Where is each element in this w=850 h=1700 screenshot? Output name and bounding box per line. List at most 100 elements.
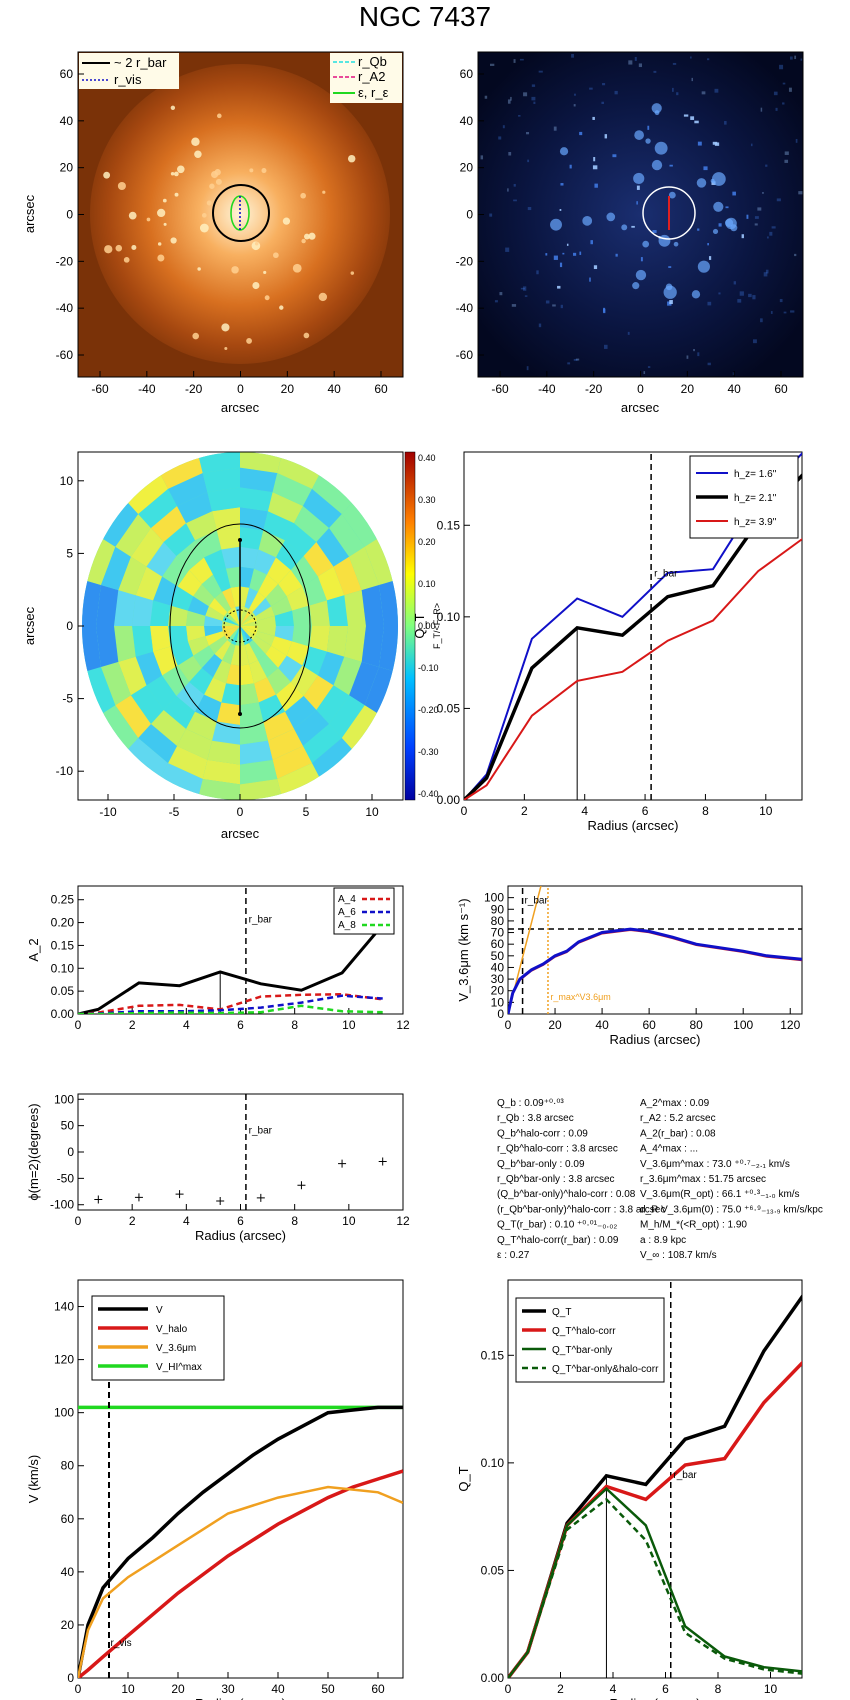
spot	[642, 240, 650, 248]
y-tick-label: 0.10	[437, 610, 461, 624]
map-cell	[265, 583, 287, 607]
param-text: r_Qb^halo-corr : 3.8 arcsec	[497, 1144, 618, 1155]
legend-label: V_3.6μm	[156, 1343, 196, 1354]
data-point	[175, 1190, 184, 1199]
map-cell	[130, 527, 164, 567]
spot	[523, 92, 528, 97]
rbar-label: r_bar	[524, 895, 548, 906]
map-cell	[226, 566, 240, 588]
map-cell	[168, 626, 188, 647]
spot	[560, 183, 564, 186]
spot	[123, 256, 130, 263]
param-text: d_R V_3.6μm(0) : 75.0 ⁺⁶·⁹₋₁₃.₉ km/s/kpc	[640, 1204, 823, 1215]
spot	[703, 166, 708, 171]
map-cell	[193, 583, 215, 607]
panel-velocity: 0 10 20 30 40 50 60 0 20 40 60 80 100 120 140 Radius (a…	[26, 1279, 404, 1700]
x-tick-label: 10	[759, 804, 773, 818]
x-tick-label: 0	[637, 382, 644, 396]
map-cell	[132, 595, 154, 626]
rbar-label: r_bar	[249, 915, 273, 926]
spot	[757, 207, 762, 211]
map-cell	[159, 453, 203, 489]
map-cell	[240, 546, 259, 569]
spot	[507, 99, 511, 104]
x-tick-label: 30	[221, 1682, 235, 1696]
spot	[526, 132, 530, 135]
map-cell	[204, 549, 227, 575]
spot	[157, 242, 162, 246]
map-cell	[186, 626, 206, 642]
spot	[273, 252, 279, 259]
x-tick-label: 20	[281, 382, 295, 396]
spot	[707, 301, 712, 306]
x-tick-label: 12	[396, 1018, 410, 1032]
spot	[701, 91, 706, 95]
data-point	[216, 1197, 225, 1206]
map-cell	[204, 626, 223, 637]
y-tick-label: 0.20	[51, 916, 75, 930]
map-cell	[349, 546, 380, 591]
y-tick-label: 50	[491, 949, 505, 963]
spot	[673, 241, 679, 247]
colorbar-tick-label: 0.40	[418, 453, 436, 463]
map-cell	[326, 595, 348, 626]
y-tick-label: 60	[60, 67, 74, 81]
spot	[603, 344, 608, 349]
spot	[725, 206, 729, 209]
map-cell	[207, 740, 240, 765]
map-cell	[341, 499, 381, 547]
spot	[508, 151, 512, 156]
map-cell	[294, 710, 330, 747]
map-cell	[303, 541, 334, 577]
y-tick-label: 0	[466, 208, 473, 222]
param-text: a : 8.9 kpc	[640, 1235, 686, 1246]
param-text: V_∞ : 108.7 km/s	[640, 1250, 717, 1261]
map-cell	[153, 576, 178, 606]
map-cell	[240, 759, 278, 785]
spot	[694, 120, 699, 124]
map-cell	[212, 721, 240, 745]
x-tick-label: 8	[291, 1018, 298, 1032]
spot	[579, 251, 582, 255]
spot	[765, 269, 769, 274]
map-cell	[235, 626, 240, 646]
map-cell	[240, 626, 258, 632]
map-cell	[222, 587, 236, 609]
y-tick-label: 60	[491, 937, 505, 951]
map-cell	[213, 568, 231, 592]
x-tick-label: 10	[342, 1018, 356, 1032]
y-axis-label: ϕ(m=2)(degrees)	[26, 1103, 41, 1200]
series-line	[508, 927, 802, 1014]
spot	[128, 211, 137, 220]
x-tick-label: 0	[237, 382, 244, 396]
map-cell	[240, 683, 259, 706]
spot	[693, 349, 695, 352]
spot	[697, 228, 700, 231]
map-cell	[222, 626, 240, 632]
map-cell	[267, 728, 303, 760]
x-tick-label: 8	[702, 804, 709, 818]
map-cell	[186, 711, 217, 741]
legend-left-box	[79, 53, 179, 89]
spot	[771, 226, 776, 229]
map-cell	[252, 597, 272, 617]
x-tick-label: 4	[581, 804, 588, 818]
x-tick-label: -60	[91, 382, 109, 396]
map-cell	[96, 626, 119, 667]
map-cell	[263, 711, 294, 741]
map-cell	[170, 641, 194, 666]
map-cell	[135, 566, 163, 601]
x-tick-label: 5	[303, 805, 310, 819]
spot	[665, 283, 673, 291]
spot	[590, 240, 593, 245]
map-cell	[255, 631, 275, 646]
map-cell	[263, 511, 294, 541]
spot	[254, 242, 259, 246]
map-cell	[222, 620, 240, 626]
spot	[773, 91, 778, 96]
spot	[170, 171, 175, 176]
spot	[192, 332, 199, 340]
map-cell	[285, 523, 317, 556]
map-cell	[303, 675, 334, 711]
panel-force-map: -10 -5 0 5 10 10 5 0 -5 -10 0.40 0.30 0.20 0.10 0.00 -0…	[22, 451, 442, 841]
